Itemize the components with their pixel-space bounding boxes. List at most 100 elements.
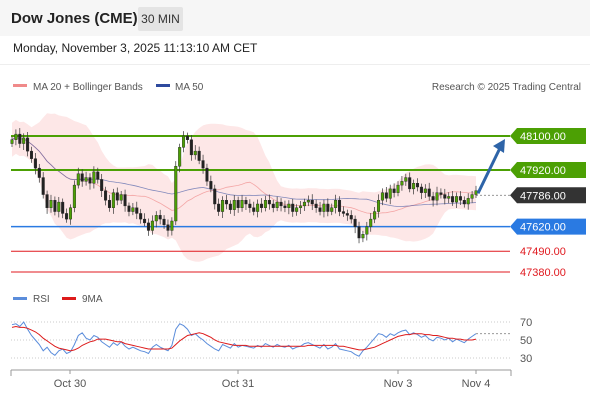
rsi-swatch [13,297,27,300]
level-tag [510,128,586,144]
candle [349,215,353,220]
candle [291,203,295,212]
candle [182,135,186,148]
candle [427,188,431,197]
candle [271,203,275,208]
legend-rsi: RSI [33,294,50,305]
level-label: 47490.00 [520,246,566,258]
instrument-title: Dow Jones (CME) [11,10,138,27]
candle [419,186,423,193]
candle [178,147,182,167]
candle [209,181,213,190]
candle [267,200,271,205]
candle [232,200,236,210]
candle [33,158,37,169]
level-label: 47620.00 [520,222,566,234]
x-axis-label: Nov 4 [462,378,491,390]
candle [61,201,65,214]
candle [263,200,267,208]
candle [45,194,49,208]
candle [466,198,470,205]
candle [357,226,361,239]
x-axis-label: Oct 31 [222,378,254,390]
candle [205,167,209,182]
candle [326,203,330,212]
candle [53,200,57,212]
level-labels: 48100.00 47920.00 47786.00 47620.00 47490.00… [510,128,586,279]
candle [221,200,225,212]
candle [146,222,150,231]
candle [302,201,306,207]
candle [369,218,373,227]
credit-text: Research © 2025 Trading Central [432,82,581,93]
chart-header: Dow Jones (CME) 30 MIN [0,0,590,36]
candle [18,133,22,144]
rsi-tick-label: 30 [520,353,532,365]
candle [361,234,365,239]
candle [439,192,443,195]
candle [416,183,420,188]
candle [423,188,427,193]
candle [447,196,451,199]
candle [338,200,342,212]
candle [88,177,92,184]
candle [185,135,189,140]
candle [14,133,18,140]
candle [318,207,322,212]
candle [174,166,178,222]
candle [341,211,345,214]
candle [72,184,76,208]
candle [37,167,41,178]
candle [80,173,84,182]
legend-ma50: MA 50 [175,82,204,93]
rsi-ma-swatch [62,297,76,300]
level-tag [510,187,586,204]
candle [236,200,240,208]
candle [166,224,170,231]
candle [224,200,228,205]
candle [107,200,111,208]
candle [104,190,108,201]
candle [193,150,197,156]
timeframe-button[interactable]: 30 MIN [138,7,183,31]
candle [197,150,201,161]
candle [252,207,256,212]
timestamp: Monday, November 3, 2025 11:13:10 AM CET [13,41,258,55]
candle [139,213,143,220]
candle [388,188,392,199]
candle [431,196,435,201]
level-tag [510,218,586,235]
candle [443,194,447,199]
candle [287,203,291,208]
candle [404,177,408,182]
candle [170,220,174,231]
rsi-tick-label: 70 [520,317,532,329]
candle [127,205,131,212]
candle [119,194,123,201]
candle [100,179,104,191]
candle [451,196,455,203]
candle [392,188,396,193]
forecast-arrow-shaft [476,147,502,194]
candle [115,192,119,201]
candle [10,139,14,144]
candle [228,203,232,210]
candle [260,203,264,208]
candle [22,137,26,144]
level-label: 47920.00 [520,165,566,177]
candle [217,203,221,212]
x-axis: Oct 30 Oct 31 Nov 3 Nov 4 [10,369,512,390]
legend-rsi-ma: 9MA [82,294,103,305]
candle [384,192,388,199]
candle [57,201,61,212]
level-label: 47786.00 [520,190,566,202]
candle [330,207,334,212]
candle [76,173,80,186]
candle [41,177,45,195]
rsi-ma-line [11,325,477,352]
candle [96,171,100,180]
candle [435,192,439,201]
legend-ma-bollinger: MA 20 + Bollinger Bands [33,82,143,93]
rsi-tick-label: 50 [520,335,532,347]
